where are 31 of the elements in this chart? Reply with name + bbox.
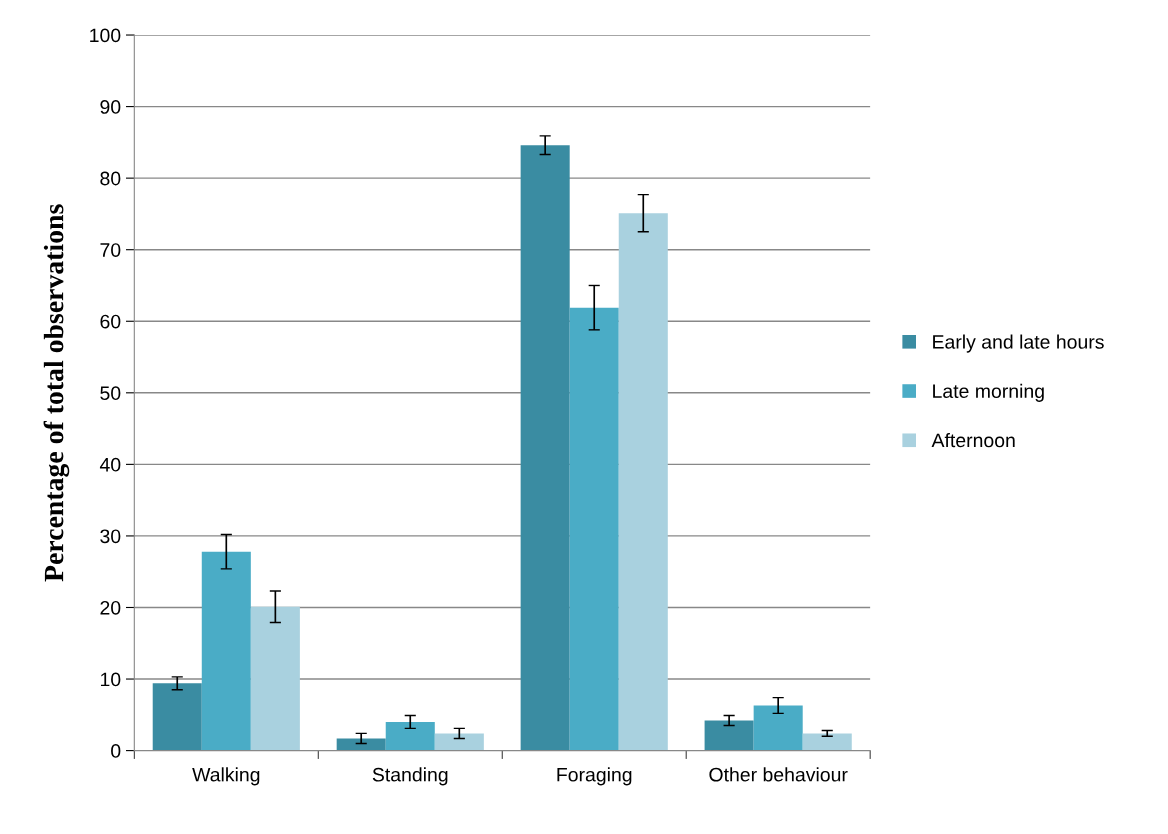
y-tick-label: 30 [100, 529, 121, 544]
x-tick-label: Foraging [557, 767, 632, 786]
legend-label: Afternoon [931, 433, 1015, 448]
x-tick-label: Other behaviour [709, 767, 848, 782]
x-tick-label: Standing [372, 767, 448, 786]
bar [802, 733, 852, 751]
y-tick-label: 70 [100, 243, 121, 257]
bar [569, 307, 619, 751]
y-tick-label: 0 [111, 744, 121, 758]
y-tick-label: 50 [100, 386, 121, 401]
x-tick-label: Walking [192, 767, 260, 786]
bar [336, 738, 386, 751]
bar [201, 551, 251, 751]
y-axis-title: Percentage of total observations [43, 204, 70, 582]
y-tick-label: 80 [100, 171, 121, 186]
legend-label: Late morning [933, 383, 1044, 402]
bar [250, 606, 300, 751]
bar [434, 733, 484, 751]
y-tick-label: 100 [90, 28, 121, 43]
y-tick-label: 20 [100, 600, 121, 615]
y-tick-label: 10 [100, 672, 121, 687]
y-tick-label: 40 [99, 457, 121, 472]
bar [618, 213, 668, 751]
legend-label: Early and late hours [933, 334, 1104, 353]
bar [385, 721, 435, 751]
y-tick-label: 90 [100, 100, 121, 114]
bar [704, 720, 754, 751]
bar [753, 705, 803, 751]
y-tick-label: 60 [100, 314, 121, 329]
bar [152, 683, 202, 751]
bar [520, 145, 570, 751]
